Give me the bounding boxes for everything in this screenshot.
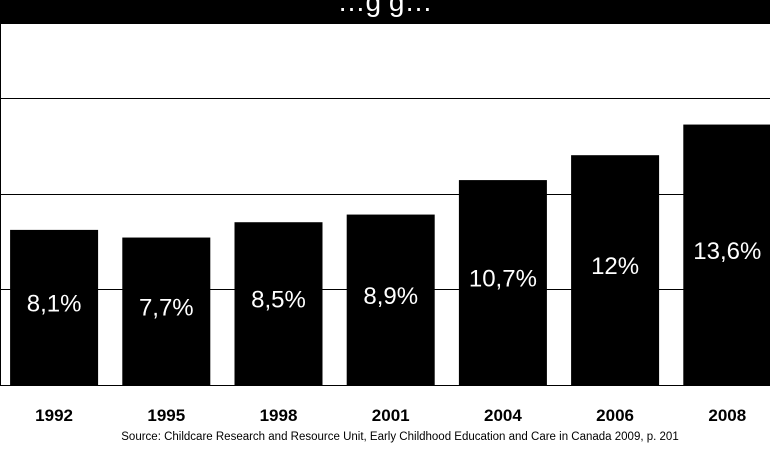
- x-tick-label-2001: 2001: [372, 406, 410, 425]
- data-label-1995: 7,7%: [139, 294, 194, 321]
- bar-2008: [683, 124, 770, 385]
- data-label-2004: 10,7%: [469, 266, 537, 293]
- bar-1992: [10, 229, 99, 385]
- title-bar: …g g…: [0, 0, 770, 24]
- source-note: Source: Childcare Research and Resource …: [121, 431, 679, 443]
- data-label-1992: 8,1%: [27, 290, 82, 317]
- x-tick-label-1992: 1992: [35, 406, 73, 425]
- x-tick-label-2006: 2006: [596, 406, 634, 425]
- chart-title: …g g…: [337, 0, 433, 17]
- data-label-2001: 8,9%: [363, 283, 418, 310]
- data-label-2008: 13,6%: [693, 238, 761, 265]
- bar-2006: [571, 155, 660, 385]
- x-tick-label-2004: 2004: [484, 406, 522, 425]
- x-tick-label-1998: 1998: [260, 406, 298, 425]
- data-label-2006: 12%: [591, 253, 639, 280]
- x-tick-label-2008: 2008: [708, 406, 746, 425]
- bar-1998: [234, 222, 323, 385]
- bar-2004: [458, 180, 547, 385]
- x-tick-label-1995: 1995: [147, 406, 185, 425]
- bar-2001: [346, 214, 435, 385]
- bar-1995: [122, 237, 211, 385]
- data-label-1998: 8,5%: [251, 287, 306, 314]
